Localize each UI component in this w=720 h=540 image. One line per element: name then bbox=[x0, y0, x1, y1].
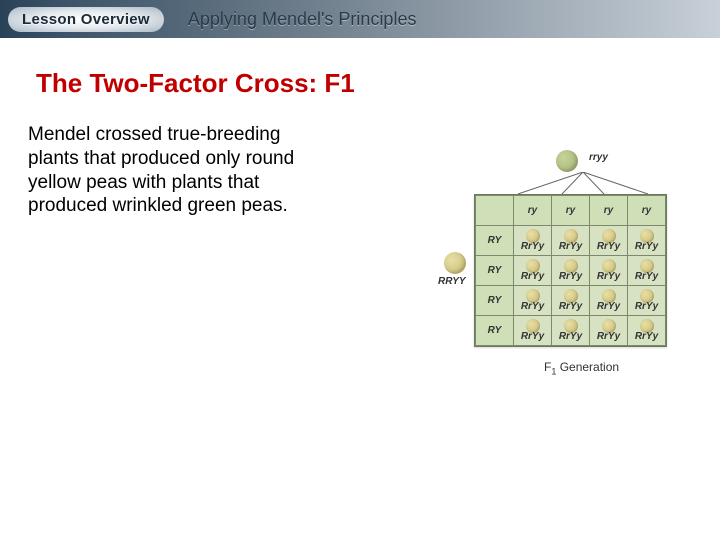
punnett-cell: RrYy bbox=[590, 256, 628, 286]
punnett-cell: RrYy bbox=[552, 256, 590, 286]
genotype-label: RrYy bbox=[597, 241, 620, 252]
left-parent-genotype: RRYY bbox=[438, 276, 466, 287]
slide-subtitle: The Two-Factor Cross: F1 bbox=[36, 68, 720, 99]
punnett-cell: RrYy bbox=[552, 226, 590, 256]
genotype-label: RrYy bbox=[635, 271, 658, 282]
punnett-cell: RrYy bbox=[552, 286, 590, 316]
parent-pea-green-icon bbox=[556, 150, 578, 172]
punnett-cell: RrYy bbox=[590, 286, 628, 316]
punnett-cell: RrYy bbox=[514, 316, 552, 346]
genotype-label: RrYy bbox=[635, 241, 658, 252]
parent-pea-yellow-icon bbox=[444, 252, 466, 274]
lesson-header: Lesson Overview Applying Mendel's Princi… bbox=[0, 0, 720, 38]
punnett-cell: RrYy bbox=[628, 256, 666, 286]
genotype-label: RrYy bbox=[559, 301, 582, 312]
col-header: ry bbox=[628, 196, 666, 226]
genotype-label: RrYy bbox=[559, 271, 582, 282]
genotype-label: RrYy bbox=[597, 331, 620, 342]
punnett-cell: RrYy bbox=[514, 256, 552, 286]
punnett-cell: RrYy bbox=[590, 316, 628, 346]
top-parent-genotype: rryy bbox=[589, 152, 608, 163]
punnett-cell: RrYy bbox=[628, 286, 666, 316]
genotype-label: RrYy bbox=[635, 331, 658, 342]
genotype-label: RrYy bbox=[635, 301, 658, 312]
col-header: ry bbox=[590, 196, 628, 226]
row-header: RY bbox=[476, 256, 514, 286]
col-header: ry bbox=[552, 196, 590, 226]
genotype-label: RrYy bbox=[559, 331, 582, 342]
row-header: RY bbox=[476, 226, 514, 256]
row-header: RY bbox=[476, 286, 514, 316]
genotype-label: RrYy bbox=[521, 301, 544, 312]
genotype-label: RrYy bbox=[521, 241, 544, 252]
genotype-label: RrYy bbox=[521, 331, 544, 342]
genotype-label: RrYy bbox=[559, 241, 582, 252]
corner-cell bbox=[476, 196, 514, 226]
punnett-cell: RrYy bbox=[628, 316, 666, 346]
punnett-cell: RrYy bbox=[590, 226, 628, 256]
genotype-label: RrYy bbox=[597, 301, 620, 312]
punnett-cell: RrYy bbox=[514, 226, 552, 256]
row-header: RY bbox=[476, 316, 514, 346]
punnett-cell: RrYy bbox=[552, 316, 590, 346]
lesson-pill-label: Lesson Overview bbox=[22, 11, 150, 28]
col-header: ry bbox=[514, 196, 552, 226]
genotype-label: RrYy bbox=[597, 271, 620, 282]
body-paragraph: Mendel crossed true-breeding plants that… bbox=[28, 123, 328, 218]
figure-caption: F1 Generation bbox=[544, 360, 619, 376]
caption-rest: Generation bbox=[556, 360, 619, 374]
connector-lines-icon bbox=[506, 172, 660, 194]
lesson-pill: Lesson Overview bbox=[8, 7, 164, 32]
punnett-cell: RrYy bbox=[514, 286, 552, 316]
punnett-cell: RrYy bbox=[628, 226, 666, 256]
punnett-table: ry ry ry ry RY RrYy RrYy RrYy RrYy RY Rr… bbox=[475, 195, 666, 346]
header-title: Applying Mendel's Principles bbox=[188, 9, 417, 30]
punnett-grid: ry ry ry ry RY RrYy RrYy RrYy RrYy RY Rr… bbox=[474, 194, 667, 347]
genotype-label: RrYy bbox=[521, 271, 544, 282]
